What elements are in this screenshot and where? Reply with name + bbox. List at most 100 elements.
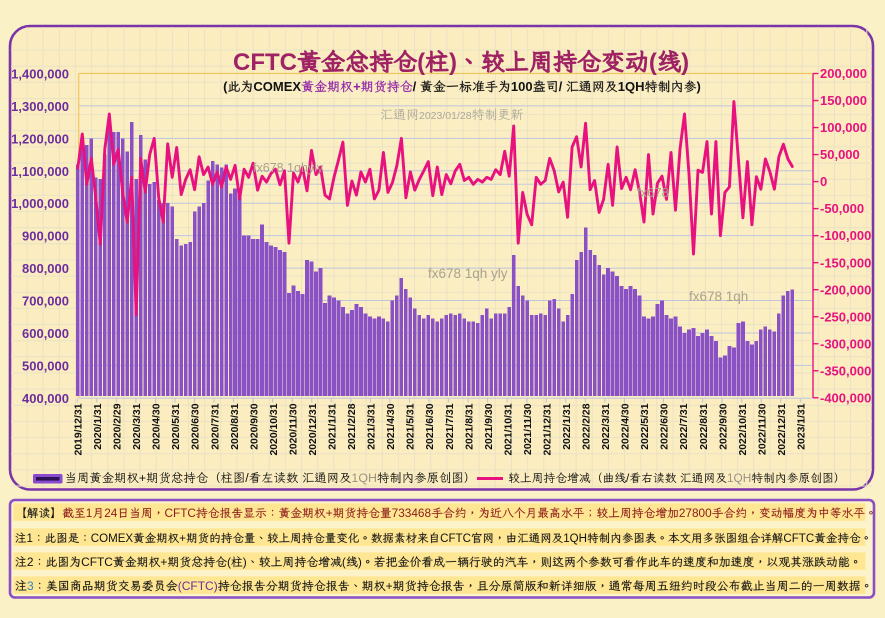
- svg-text:2022/1/31: 2022/1/31: [562, 403, 573, 449]
- svg-text:-100,000: -100,000: [820, 228, 871, 243]
- svg-text:2022/5/31: 2022/5/31: [640, 403, 651, 449]
- svg-text:200,000: 200,000: [820, 66, 867, 81]
- svg-text:700,000: 700,000: [22, 294, 69, 309]
- svg-text:(: (: [342, 555, 346, 569]
- svg-text:2021/2/28: 2021/2/28: [347, 403, 358, 449]
- svg-text:2021/8/31: 2021/8/31: [464, 403, 475, 449]
- svg-text:CFTC: CFTC: [233, 49, 297, 76]
- svg-text:-200,000: -200,000: [820, 282, 871, 297]
- svg-text:-50,000: -50,000: [820, 201, 864, 216]
- svg-text:-300,000: -300,000: [820, 336, 871, 351]
- svg-text:2: 2: [27, 555, 34, 569]
- svg-text:150,000: 150,000: [820, 93, 867, 108]
- svg-text:/: /: [245, 471, 249, 485]
- svg-text:800,000: 800,000: [22, 261, 69, 276]
- svg-text:2020/9/30: 2020/9/30: [249, 403, 260, 449]
- svg-text:2021/12/31: 2021/12/31: [543, 403, 554, 455]
- svg-text:+: +: [353, 79, 361, 94]
- svg-text:+: +: [179, 533, 186, 545]
- svg-text:2019/12/31: 2019/12/31: [74, 403, 85, 455]
- svg-text:+: +: [139, 471, 146, 485]
- svg-text:2021/11/30: 2021/11/30: [523, 403, 534, 455]
- svg-text:1,100,000: 1,100,000: [11, 164, 69, 179]
- svg-text:1QH: 1QH: [618, 79, 645, 94]
- svg-text:2021/6/30: 2021/6/30: [425, 403, 436, 449]
- svg-text:COMEX: COMEX: [253, 79, 301, 94]
- svg-text:1QH: 1QH: [563, 533, 587, 545]
- svg-text:2022/10/31: 2022/10/31: [738, 403, 749, 455]
- svg-text:24: 24: [104, 506, 118, 520]
- svg-text:-350,000: -350,000: [820, 363, 871, 378]
- svg-text:2021/1/31: 2021/1/31: [328, 403, 339, 449]
- svg-text:+: +: [386, 579, 393, 593]
- svg-text:900,000: 900,000: [22, 229, 69, 244]
- svg-text:27800: 27800: [679, 506, 712, 520]
- svg-text:fx678 1qh: fx678 1qh: [689, 289, 748, 304]
- svg-text:(CFTC): (CFTC): [178, 579, 218, 593]
- svg-text:+: +: [326, 506, 333, 520]
- svg-text:+: +: [160, 555, 167, 569]
- svg-text:1,200,000: 1,200,000: [11, 131, 69, 146]
- svg-text:(: (: [417, 49, 425, 76]
- svg-text:2021/10/31: 2021/10/31: [503, 403, 514, 455]
- svg-text:1,400,000: 1,400,000: [11, 67, 69, 82]
- svg-text:0: 0: [820, 174, 827, 189]
- svg-text:(: (: [649, 49, 657, 76]
- svg-text:CFTC: CFTC: [440, 533, 471, 545]
- svg-text:): ): [449, 49, 457, 76]
- svg-text:2022/11/30: 2022/11/30: [757, 403, 768, 455]
- svg-text:CFTC: CFTC: [81, 555, 113, 569]
- svg-text:2022/3/31: 2022/3/31: [601, 403, 612, 449]
- svg-text:1QH: 1QH: [727, 471, 751, 485]
- svg-text:50,000: 50,000: [820, 147, 860, 162]
- svg-text:2020/2/29: 2020/2/29: [113, 403, 124, 449]
- svg-text:): ): [358, 555, 362, 569]
- svg-text:600,000: 600,000: [22, 326, 69, 341]
- svg-text:2022/8/31: 2022/8/31: [699, 403, 710, 449]
- svg-text:2020/10/31: 2020/10/31: [269, 403, 280, 455]
- svg-text:2022/12/31: 2022/12/31: [777, 403, 788, 455]
- svg-text:2020/12/31: 2020/12/31: [308, 403, 319, 455]
- svg-text:2023/1/31: 2023/1/31: [797, 403, 808, 449]
- svg-text:2021/4/30: 2021/4/30: [386, 403, 397, 449]
- svg-text:2022/9/30: 2022/9/30: [718, 403, 729, 449]
- svg-text:CFTC: CFTC: [165, 506, 197, 520]
- svg-text:/: /: [626, 471, 630, 485]
- svg-text:): ): [243, 555, 247, 569]
- svg-text:2022/2/28: 2022/2/28: [582, 403, 593, 449]
- svg-text:2021/7/31: 2021/7/31: [445, 403, 456, 449]
- svg-text:2020/8/31: 2020/8/31: [230, 403, 241, 449]
- svg-text:(: (: [227, 555, 231, 569]
- svg-text:CFTC: CFTC: [783, 533, 814, 545]
- svg-text:2020/3/31: 2020/3/31: [132, 403, 143, 449]
- svg-text:/: /: [559, 79, 566, 94]
- svg-text:2020/7/31: 2020/7/31: [210, 403, 221, 449]
- svg-text:2020/1/31: 2020/1/31: [93, 403, 104, 449]
- svg-text:100: 100: [511, 79, 533, 94]
- svg-text:2023/01/28: 2023/01/28: [419, 110, 472, 122]
- svg-text:/: /: [413, 79, 420, 94]
- svg-text:2020/4/30: 2020/4/30: [152, 403, 163, 449]
- svg-text:100,000: 100,000: [820, 120, 867, 135]
- svg-text:2020/6/30: 2020/6/30: [191, 403, 202, 449]
- svg-text:): ): [697, 79, 701, 94]
- svg-text:2021/3/31: 2021/3/31: [367, 403, 378, 449]
- svg-text:2022/6/30: 2022/6/30: [660, 403, 671, 449]
- svg-text:1,000,000: 1,000,000: [11, 196, 69, 211]
- svg-text:2021/9/30: 2021/9/30: [484, 403, 495, 449]
- svg-text:(: (: [223, 79, 228, 94]
- svg-text:3: 3: [27, 579, 34, 593]
- svg-text:-400,000: -400,000: [820, 390, 871, 405]
- svg-text:2022/4/30: 2022/4/30: [621, 403, 632, 449]
- svg-text:fx678 1qhyly: fx678 1qhyly: [253, 161, 324, 175]
- svg-text:2021/5/31: 2021/5/31: [406, 403, 417, 449]
- svg-text:400,000: 400,000: [22, 391, 69, 406]
- svg-text:2020/5/31: 2020/5/31: [171, 403, 182, 449]
- svg-text:1QH: 1QH: [351, 471, 376, 485]
- svg-text:-150,000: -150,000: [820, 255, 871, 270]
- svg-text:COMEX: COMEX: [91, 533, 134, 545]
- svg-text:1: 1: [86, 506, 93, 520]
- svg-text:1,300,000: 1,300,000: [11, 99, 69, 114]
- svg-text:2020/11/30: 2020/11/30: [288, 403, 299, 455]
- svg-text:fx678: fx678: [637, 185, 669, 200]
